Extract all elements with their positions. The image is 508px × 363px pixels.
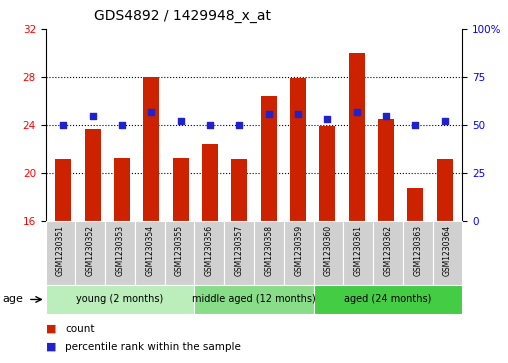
Text: GSM1230351: GSM1230351 xyxy=(56,225,65,276)
Bar xyxy=(403,221,432,285)
Text: GSM1230353: GSM1230353 xyxy=(116,225,124,276)
Text: aged (24 months): aged (24 months) xyxy=(344,294,432,305)
Text: GSM1230352: GSM1230352 xyxy=(86,225,95,276)
Bar xyxy=(105,221,135,285)
Bar xyxy=(373,221,403,285)
Point xyxy=(440,118,449,124)
Text: GSM1230364: GSM1230364 xyxy=(443,225,452,276)
Bar xyxy=(284,221,313,285)
Bar xyxy=(143,77,160,221)
Text: age: age xyxy=(3,294,23,305)
Point xyxy=(235,122,243,128)
Text: GSM1230358: GSM1230358 xyxy=(264,225,273,276)
Text: GSM1230354: GSM1230354 xyxy=(145,225,154,276)
Bar xyxy=(224,221,254,285)
Point xyxy=(382,113,390,118)
Point xyxy=(323,117,331,122)
Text: GSM1230361: GSM1230361 xyxy=(354,225,363,276)
Bar xyxy=(55,159,72,221)
Bar xyxy=(114,158,130,221)
Text: GSM1230360: GSM1230360 xyxy=(324,225,333,276)
Text: middle aged (12 months): middle aged (12 months) xyxy=(192,294,316,305)
Bar xyxy=(135,221,165,285)
Bar xyxy=(231,159,247,221)
Bar xyxy=(254,221,284,285)
Text: GDS4892 / 1429948_x_at: GDS4892 / 1429948_x_at xyxy=(94,9,271,23)
Bar xyxy=(165,221,195,285)
Bar xyxy=(195,285,313,314)
Point xyxy=(206,122,214,128)
Bar xyxy=(313,285,462,314)
Point xyxy=(353,109,361,115)
Text: GSM1230362: GSM1230362 xyxy=(384,225,392,276)
Text: percentile rank within the sample: percentile rank within the sample xyxy=(65,342,241,352)
Bar xyxy=(319,126,335,221)
Point xyxy=(411,122,420,128)
Point xyxy=(177,118,185,124)
Bar xyxy=(173,158,189,221)
Bar xyxy=(407,188,423,221)
Bar xyxy=(290,78,306,221)
Point xyxy=(294,111,302,117)
Bar xyxy=(46,221,76,285)
Text: ■: ■ xyxy=(46,323,56,334)
Text: GSM1230355: GSM1230355 xyxy=(175,225,184,276)
Bar xyxy=(76,221,105,285)
Bar xyxy=(436,159,453,221)
Bar xyxy=(261,96,277,221)
Text: GSM1230356: GSM1230356 xyxy=(205,225,214,276)
Bar xyxy=(46,285,195,314)
Text: GSM1230359: GSM1230359 xyxy=(294,225,303,276)
Bar xyxy=(348,53,365,221)
Point xyxy=(59,122,68,128)
Bar xyxy=(195,221,224,285)
Bar xyxy=(378,119,394,221)
Point xyxy=(265,111,273,117)
Bar xyxy=(202,144,218,221)
Bar xyxy=(343,221,373,285)
Bar xyxy=(432,221,462,285)
Point xyxy=(118,122,126,128)
Bar xyxy=(313,221,343,285)
Point xyxy=(147,109,155,115)
Text: young (2 months): young (2 months) xyxy=(77,294,164,305)
Point xyxy=(88,113,97,118)
Text: GSM1230357: GSM1230357 xyxy=(235,225,244,276)
Bar xyxy=(85,129,101,221)
Text: ■: ■ xyxy=(46,342,56,352)
Text: GSM1230363: GSM1230363 xyxy=(413,225,422,276)
Text: count: count xyxy=(65,323,94,334)
